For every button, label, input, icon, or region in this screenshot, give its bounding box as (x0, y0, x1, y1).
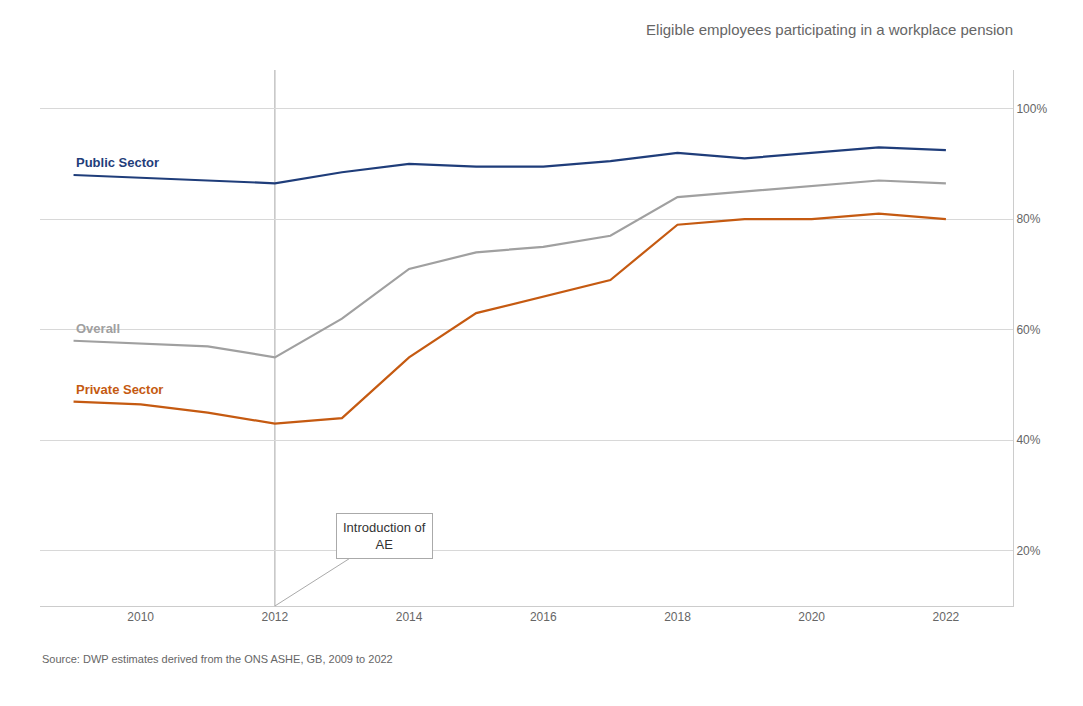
svg-text:Public Sector: Public Sector (76, 155, 159, 170)
svg-text:Source: DWP estimates derived: Source: DWP estimates derived from the O… (42, 653, 393, 665)
svg-text:2022: 2022 (933, 610, 960, 624)
svg-text:60%: 60% (1016, 323, 1040, 337)
svg-text:Overall: Overall (76, 321, 120, 336)
svg-text:2016: 2016 (530, 610, 557, 624)
svg-text:2014: 2014 (396, 610, 423, 624)
svg-text:2012: 2012 (262, 610, 289, 624)
svg-text:80%: 80% (1016, 212, 1040, 226)
svg-text:100%: 100% (1016, 102, 1047, 116)
svg-text:2018: 2018 (664, 610, 691, 624)
svg-text:Private Sector: Private Sector (76, 382, 163, 397)
svg-text:2010: 2010 (127, 610, 154, 624)
svg-text:40%: 40% (1016, 433, 1040, 447)
svg-text:Introduction ofAE: Introduction ofAE (343, 520, 426, 552)
svg-text:20%: 20% (1016, 544, 1040, 558)
svg-text:2020: 2020 (798, 610, 825, 624)
svg-text:Eligible employees participati: Eligible employees participating in a wo… (646, 21, 1013, 38)
